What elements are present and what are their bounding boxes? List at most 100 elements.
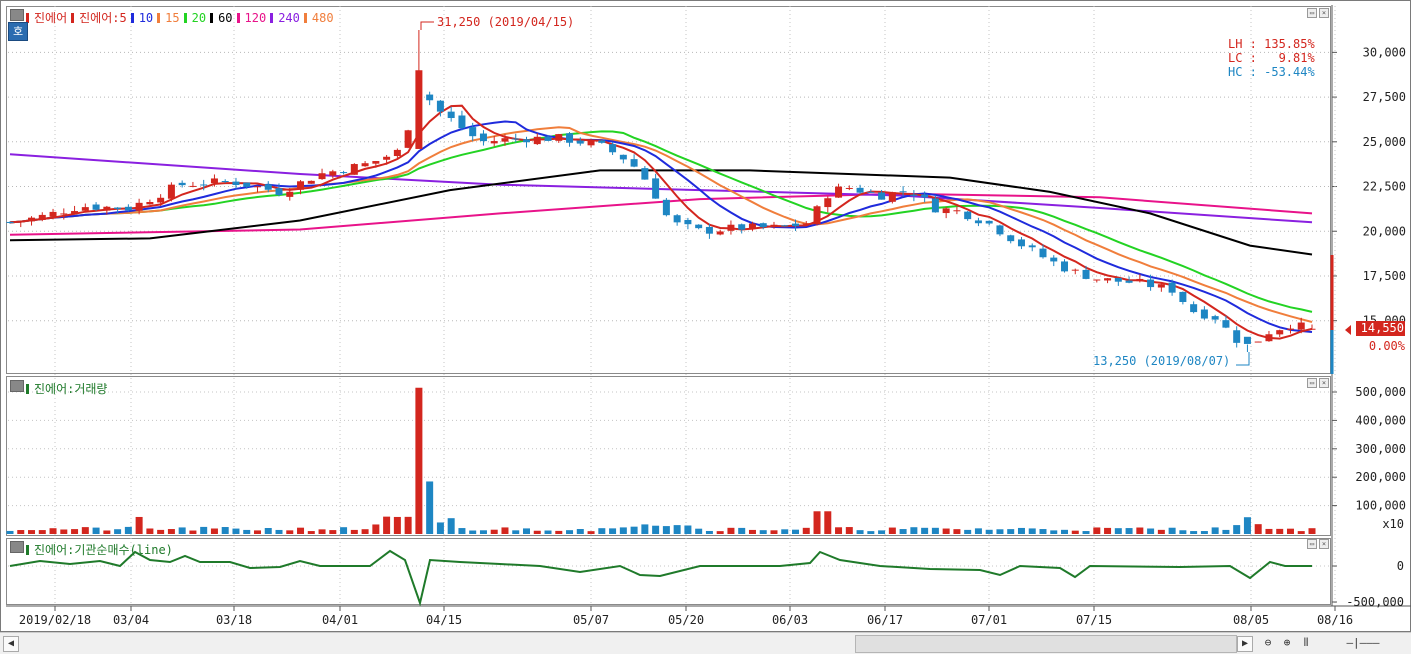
candle-body-24 bbox=[264, 184, 272, 190]
legend-swatch-4 bbox=[183, 12, 187, 23]
legend-swatch-3 bbox=[157, 12, 161, 23]
low-annotation-leader bbox=[1236, 352, 1250, 366]
slider-icon[interactable]: —|——— bbox=[1346, 636, 1380, 649]
candle-body-53 bbox=[576, 140, 584, 144]
volume-bar-21 bbox=[232, 528, 240, 534]
candle-body-75 bbox=[813, 206, 821, 225]
inst-legend-swatch bbox=[26, 544, 29, 555]
inst-panel-close-button[interactable]: × bbox=[1319, 539, 1329, 549]
zoom-in-icon[interactable]: ⊕ bbox=[1283, 636, 1291, 649]
volume-bar-59 bbox=[641, 524, 649, 534]
volume-bar-55 bbox=[598, 528, 606, 534]
title-badge[interactable]: 호 bbox=[8, 22, 28, 41]
volume-bar-44 bbox=[479, 530, 487, 534]
columns-icon[interactable]: ⦀ bbox=[1303, 636, 1309, 649]
volume-bar-67 bbox=[727, 527, 735, 534]
volume-bar-35 bbox=[383, 516, 391, 534]
volume-bar-107 bbox=[1157, 529, 1165, 534]
candle-body-47 bbox=[512, 138, 520, 140]
volume-bar-40 bbox=[436, 522, 444, 534]
date-label-10: 07/15 bbox=[1076, 613, 1112, 627]
candle-body-70 bbox=[759, 223, 767, 228]
price-axis-label-5: 17,500 bbox=[1363, 269, 1406, 283]
candle-body-103 bbox=[1114, 277, 1122, 282]
date-label-5: 05/07 bbox=[573, 613, 609, 627]
volume-bar-81 bbox=[878, 530, 886, 534]
legend-label-5: 60 bbox=[218, 10, 233, 25]
inst-panel-minimize-button[interactable]: ▭ bbox=[1307, 539, 1317, 549]
candle-body-101 bbox=[1093, 279, 1101, 281]
candle-body-13 bbox=[146, 202, 154, 205]
legend-label-8: 480 bbox=[311, 10, 334, 25]
scroll-left-button[interactable]: ◀ bbox=[3, 636, 19, 652]
candle-body-94 bbox=[1017, 239, 1025, 247]
stat-hc: HC : -53.44% bbox=[1228, 65, 1315, 79]
legend-swatch-2 bbox=[130, 12, 134, 23]
candle-body-39 bbox=[426, 94, 434, 101]
scroll-thumb[interactable] bbox=[855, 635, 1237, 653]
candle-body-116 bbox=[1254, 341, 1262, 343]
volume-legend-swatch bbox=[26, 383, 29, 394]
candle-body-106 bbox=[1147, 279, 1155, 288]
candle-body-69 bbox=[748, 223, 756, 230]
candle-body-25 bbox=[275, 188, 283, 196]
volume-bar-32 bbox=[350, 529, 358, 534]
volume-panel-close-button[interactable]: × bbox=[1319, 378, 1329, 388]
candle-body-12 bbox=[135, 202, 143, 211]
volume-bar-80 bbox=[867, 531, 875, 534]
ma-60-line bbox=[9, 169, 1313, 256]
volume-bar-60 bbox=[652, 525, 660, 534]
volume-legend-label: 진에어:거래량 bbox=[34, 382, 108, 396]
candle-body-79 bbox=[856, 187, 864, 193]
stock-chart-svg: 30,00027,50025,00022,50020,00017,50015,0… bbox=[0, 0, 1411, 632]
candle-body-117 bbox=[1265, 334, 1273, 342]
volume-bar-98 bbox=[1061, 529, 1069, 534]
volume-bar-66 bbox=[716, 531, 724, 534]
candle-body-8 bbox=[92, 204, 100, 210]
chart-scrollbar[interactable]: ◀ ▶ ⊖ ⊕ ⦀ —|——— bbox=[0, 632, 1411, 654]
volume-bar-105 bbox=[1136, 527, 1144, 534]
volume-bar-11 bbox=[124, 526, 132, 534]
volume-bar-9 bbox=[103, 530, 111, 534]
candle-body-91 bbox=[985, 220, 993, 224]
legend-swatch-5 bbox=[210, 12, 214, 23]
price-panel-minimize-button[interactable]: ▭ bbox=[1307, 8, 1317, 18]
volume-axis-label-3: 200,000 bbox=[1355, 470, 1406, 484]
volume-bar-91 bbox=[985, 529, 993, 534]
volume-bar-68 bbox=[738, 527, 746, 534]
volume-bar-57 bbox=[619, 527, 627, 534]
price-axis-label-2: 25,000 bbox=[1363, 135, 1406, 149]
price-axis-label-4: 20,000 bbox=[1363, 224, 1406, 238]
price-panel-close-button[interactable]: × bbox=[1319, 8, 1329, 18]
volume-bar-20 bbox=[221, 527, 229, 534]
candle-body-119 bbox=[1286, 328, 1294, 330]
volume-panel-minimize-button[interactable]: ▭ bbox=[1307, 378, 1317, 388]
candle-body-62 bbox=[673, 215, 681, 223]
candle-body-115 bbox=[1243, 336, 1251, 344]
candle-body-82 bbox=[888, 192, 896, 202]
volume-axis-label-4: 100,000 bbox=[1355, 499, 1406, 513]
zoom-out-icon[interactable]: ⊖ bbox=[1264, 636, 1272, 649]
date-label-3: 04/01 bbox=[322, 613, 358, 627]
date-label-4: 04/15 bbox=[426, 613, 462, 627]
volume-bar-96 bbox=[1039, 529, 1047, 534]
candle-body-35 bbox=[383, 156, 391, 160]
volume-bar-28 bbox=[307, 531, 315, 534]
volume-bar-42 bbox=[458, 528, 466, 534]
volume-bar-109 bbox=[1179, 530, 1187, 534]
candle-body-57 bbox=[619, 154, 627, 160]
candle-body-61 bbox=[662, 199, 670, 216]
candle-body-54 bbox=[587, 140, 595, 146]
candle-body-27 bbox=[297, 181, 305, 190]
volume-bar-102 bbox=[1104, 527, 1112, 534]
candle-body-99 bbox=[1071, 269, 1079, 271]
volume-bar-36 bbox=[393, 516, 401, 534]
candle-body-118 bbox=[1276, 330, 1284, 335]
candle-body-93 bbox=[1007, 235, 1015, 242]
volume-bar-70 bbox=[759, 530, 767, 534]
volume-bar-46 bbox=[501, 527, 509, 534]
scroll-right-button[interactable]: ▶ bbox=[1237, 636, 1253, 652]
candle-body-77 bbox=[835, 186, 843, 198]
volume-bar-48 bbox=[522, 528, 530, 534]
candle-body-30 bbox=[329, 171, 337, 176]
